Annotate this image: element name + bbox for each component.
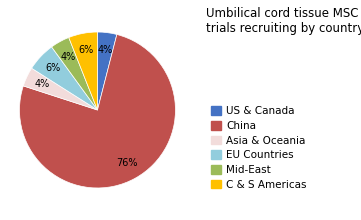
Text: 6%: 6% <box>45 63 61 73</box>
Text: 6%: 6% <box>78 45 94 55</box>
Text: 76%: 76% <box>116 158 138 168</box>
Wedge shape <box>97 32 117 110</box>
Wedge shape <box>52 37 97 110</box>
Wedge shape <box>32 47 97 110</box>
Legend: US & Canada, China, Asia & Oceania, EU Countries, Mid-East, C & S Americas: US & Canada, China, Asia & Oceania, EU C… <box>208 104 309 192</box>
Wedge shape <box>23 68 97 110</box>
Text: 4%: 4% <box>35 79 50 89</box>
Wedge shape <box>19 35 175 188</box>
Wedge shape <box>69 32 97 110</box>
Text: 4%: 4% <box>61 52 76 62</box>
Text: Umbilical cord tissue MSC
trials recruiting by country: Umbilical cord tissue MSC trials recruit… <box>206 7 361 35</box>
Text: 4%: 4% <box>97 45 113 55</box>
